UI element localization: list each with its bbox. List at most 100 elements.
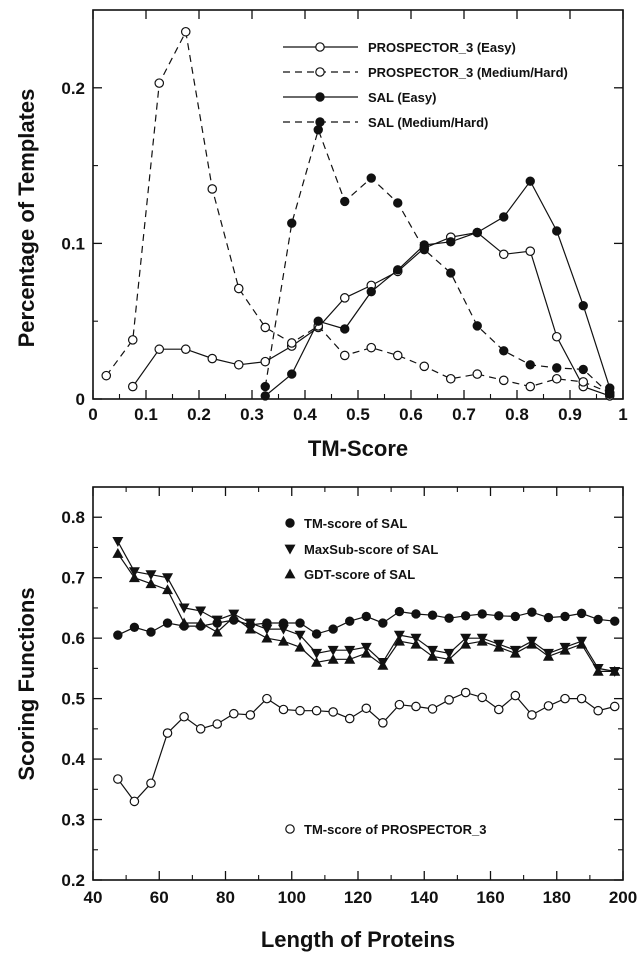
data-point [112,548,124,558]
data-point [361,611,371,622]
data-point [145,578,157,589]
legend-label: TM-score of SAL [304,516,407,531]
data-point [339,293,350,303]
data-point [460,687,471,698]
data-point [228,708,239,719]
data-point [593,705,603,716]
data-point [510,611,521,622]
legend-marker [285,824,295,834]
data-point [559,644,571,655]
data-point [527,710,537,720]
data-point [494,611,504,621]
data-point [578,300,588,311]
data-point [525,246,536,256]
x-axis-label: Length of Proteins [261,927,455,952]
data-point [393,198,403,208]
data-point [344,653,356,664]
data-point [419,361,430,372]
y-tick-label: 0.1 [61,234,85,253]
data-point [162,618,173,628]
data-point [328,707,338,717]
legend-entry: GDT-score of SAL [284,567,415,582]
chart-tm-score-distribution: 0 0.1 0.2 0.3 0.4 0.5 0.6 0.7 0.8 0.9 1 0 0.1 0.2 PRO… [14,9,628,461]
data-point [195,606,207,617]
series-line [264,127,611,395]
series-line [105,29,611,394]
legend-marker [284,544,296,555]
data-point [178,603,190,614]
legend-label: MaxSub-score of SAL [304,542,438,557]
data-point [344,645,356,656]
series-line [132,231,610,397]
legend-marker [284,568,296,579]
data-point [311,629,322,639]
data-point [593,614,603,625]
data-point [576,693,587,704]
data-point [195,617,207,628]
x-tick-label: 160 [476,888,504,907]
data-point [287,218,297,228]
data-point [154,344,165,355]
data-point [228,611,240,622]
data-point [499,212,509,222]
x-tick-label: 0.2 [187,405,211,424]
legend-label: SAL (Easy) [368,90,436,105]
data-point [527,607,537,617]
data-point [345,616,355,626]
data-point [277,624,289,635]
y-tick-label: 0.7 [61,569,85,588]
legend-label: SAL (Medium/Hard) [368,115,488,130]
data-point [543,701,554,711]
data-point [262,693,272,704]
x-tick-label: 0.6 [399,405,423,424]
y-tick-label: 0.4 [61,750,85,769]
data-point [609,701,620,712]
y-tick-label: 0.3 [61,811,85,830]
x-tick-label: 120 [344,888,372,907]
data-point [180,26,191,37]
data-point [327,653,339,664]
data-point [493,704,504,715]
x-tick-label: 200 [609,888,637,907]
legend-label: PROSPECTOR_3 (Easy) [368,40,516,55]
legend-marker [315,92,325,102]
legend-entry: SAL (Medium/Hard) [283,115,488,130]
x-axis-label: TM-Score [308,436,408,461]
data-point [378,618,388,628]
data-point [377,659,389,670]
data-point [340,196,350,207]
legend-marker [315,67,325,77]
data-point [179,711,189,722]
series-2 [112,548,621,676]
data-point [286,338,297,348]
data-point [295,618,305,628]
data-point [233,359,244,370]
x-tick-label: 100 [278,888,306,907]
legend-label: TM-score of PROSPECTOR_3 [304,822,487,837]
data-point [212,719,223,729]
x-tick-label: 140 [410,888,438,907]
data-point [366,286,376,297]
data-point [162,584,174,595]
data-point [578,377,589,387]
legend-entry: TM-score of PROSPECTOR_3 [285,822,487,837]
data-point [393,635,405,646]
data-point [498,375,509,386]
data-point [211,626,223,637]
data-point [261,624,273,635]
series-1 [101,26,615,398]
data-point [129,622,140,632]
data-point [146,627,156,637]
tick-labels: 0 0.1 0.2 0.3 0.4 0.5 0.6 0.7 0.8 0.9 1 0 0.1 0.2 [61,79,627,424]
data-point [610,616,620,626]
y-tick-label: 0.2 [61,871,85,890]
data-point [295,705,305,716]
legend-label: GDT-score of SAL [304,567,415,582]
x-tick-label: 0.4 [293,405,317,424]
legend-entry: SAL (Easy) [283,90,436,105]
y-axis-label: Scoring Functions [14,587,39,780]
data-point [576,638,588,649]
data-point [128,572,140,583]
data-point [427,650,439,661]
